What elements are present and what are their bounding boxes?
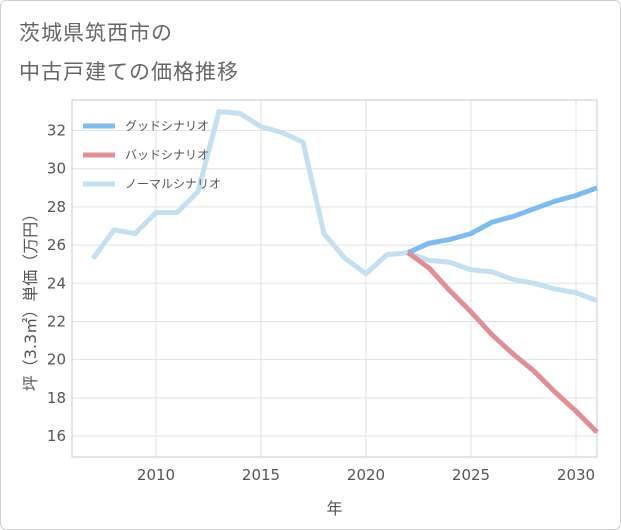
- y-tick-label: 26: [47, 236, 66, 254]
- x-tick-label: 2030: [557, 466, 595, 484]
- y-tick-label: 32: [47, 122, 66, 140]
- legend-label[interactable]: バッドシナリオ: [125, 148, 209, 162]
- x-tick-label: 2010: [137, 466, 175, 484]
- series-line: [406, 185, 598, 255]
- y-tick-label: 20: [47, 351, 66, 369]
- chart-title-line-2: 中古戸建ての価格推移: [19, 60, 239, 84]
- series-line: [406, 250, 599, 434]
- x-tick-label: 2015: [242, 466, 280, 484]
- y-tick-label: 22: [47, 312, 66, 330]
- x-tick-label: 2025: [452, 466, 490, 484]
- x-tick-label: 2020: [347, 466, 385, 484]
- y-tick-label: 18: [47, 389, 66, 407]
- series-line: [90, 109, 598, 303]
- plot-border: [71, 99, 598, 458]
- y-tick-label: 16: [47, 427, 66, 445]
- legend-label[interactable]: ノーマルシナリオ: [125, 177, 221, 191]
- y-tick-label: 28: [47, 198, 66, 216]
- y-axis-title: 坪（3.3㎡）単価（万円）: [21, 206, 40, 391]
- chart-title-line-1: 茨城県筑西市の: [19, 21, 173, 45]
- x-axis-title: 年: [326, 499, 342, 518]
- legend-label[interactable]: グッドシナリオ: [125, 119, 209, 133]
- y-tick-label: 24: [47, 274, 66, 292]
- y-tick-label: 30: [47, 160, 66, 178]
